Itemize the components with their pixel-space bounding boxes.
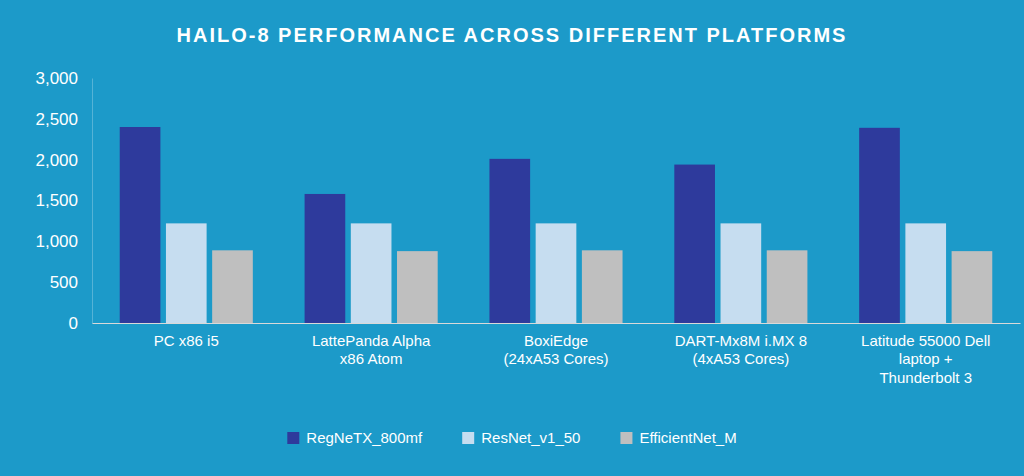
legend-swatch — [462, 432, 474, 444]
legend-item: RegNeTX_800mf — [287, 429, 423, 446]
y-tick-label: 1,000 — [35, 232, 78, 251]
bar — [212, 250, 253, 323]
bar-series — [212, 250, 992, 323]
x-axis-line — [93, 323, 1021, 324]
x-tick-label-line: LattePanda Alpha — [312, 332, 431, 349]
x-tick: BoxiEdge(24xA53 Cores) — [503, 323, 608, 367]
bar — [582, 250, 623, 323]
x-tick-label: Latitude 55000 Delllaptop + Thunderbolt 3 — [861, 332, 990, 387]
x-tick-label: LattePanda Alphax86 Atom — [312, 332, 431, 368]
y-tick-label: 2,000 — [35, 151, 78, 170]
y-tick-label: 1,500 — [35, 191, 78, 210]
x-tick: PC x86 i5 — [154, 323, 219, 349]
y-tick: 2,500 — [35, 110, 92, 129]
y-tick: 1,000 — [35, 232, 92, 251]
x-tick-label: BoxiEdge(24xA53 Cores) — [503, 332, 608, 368]
bar — [305, 194, 346, 323]
bar — [536, 223, 577, 323]
bar — [905, 223, 946, 323]
y-tick: 2,000 — [35, 151, 92, 170]
y-tick: 0 — [69, 314, 92, 333]
bar — [397, 251, 438, 323]
y-tick-label: 0 — [69, 314, 78, 333]
x-tick-label-line: BoxiEdge — [524, 332, 588, 349]
y-axis-line — [92, 79, 93, 324]
legend-label: ResNet_v1_50 — [481, 429, 580, 446]
x-tick-label-line: laptop + — [899, 350, 953, 367]
x-tick: LattePanda Alphax86 Atom — [312, 323, 431, 367]
x-tick-label-line: (24xA53 Cores) — [503, 350, 608, 367]
x-tick: Latitude 55000 Delllaptop + Thunderbolt 3 — [861, 323, 990, 386]
x-tick-label: DART-Mx8M i.MX 8(4xA53 Cores) — [675, 332, 807, 368]
bar — [489, 159, 530, 323]
background — [0, 0, 1024, 476]
bar — [166, 223, 207, 323]
bar-series — [120, 127, 900, 323]
x-tick-label-line: Thunderbolt 3 — [879, 369, 972, 386]
x-axis: PC x86 i5 LattePanda Alphax86 Atom BoxiEdg… — [93, 323, 1021, 386]
y-axis: 0 500 1,000 1,500 2,000 2,500 3,000 — [35, 69, 92, 333]
x-tick-label-line: x86 Atom — [340, 350, 403, 367]
y-tick-label: 2,500 — [35, 110, 78, 129]
bar — [767, 250, 808, 323]
x-tick-label-line: DART-Mx8M i.MX 8 — [675, 332, 807, 349]
legend-label: EfficientNet_M — [639, 429, 736, 446]
y-tick: 1,500 — [35, 191, 92, 210]
legend-swatch — [287, 432, 299, 444]
bar-series — [166, 223, 946, 323]
legend-item: EfficientNet_M — [620, 429, 736, 446]
bar — [859, 128, 900, 323]
bar — [674, 165, 715, 323]
bar — [351, 223, 392, 323]
legend-label: RegNeTX_800mf — [306, 429, 423, 446]
title: HAILO-8 PERFORMANCE ACROSS DIFFERENT PLA… — [177, 24, 848, 46]
legend-item: ResNet_v1_50 — [462, 429, 580, 446]
y-tick: 3,000 — [35, 69, 92, 88]
chart: HAILO-8 PERFORMANCE ACROSS DIFFERENT PLA… — [0, 0, 1024, 476]
x-tick-label: PC x86 i5 — [154, 332, 219, 349]
bar — [721, 223, 762, 323]
x-tick: DART-Mx8M i.MX 8(4xA53 Cores) — [675, 323, 807, 367]
bar — [952, 251, 993, 323]
x-tick-label-line: (4xA53 Cores) — [693, 350, 790, 367]
legend-swatch — [620, 432, 632, 444]
x-tick-label-line: Latitude 55000 Dell — [861, 332, 990, 349]
y-tick-label: 500 — [50, 273, 78, 292]
y-tick-label: 3,000 — [35, 69, 78, 88]
legend: RegNeTX_800mf ResNet_v1_50 EfficientNet_M — [287, 429, 736, 446]
bars — [120, 127, 993, 323]
x-tick-label-line: PC x86 i5 — [154, 332, 219, 349]
bar — [120, 127, 161, 323]
y-tick: 500 — [50, 273, 92, 292]
